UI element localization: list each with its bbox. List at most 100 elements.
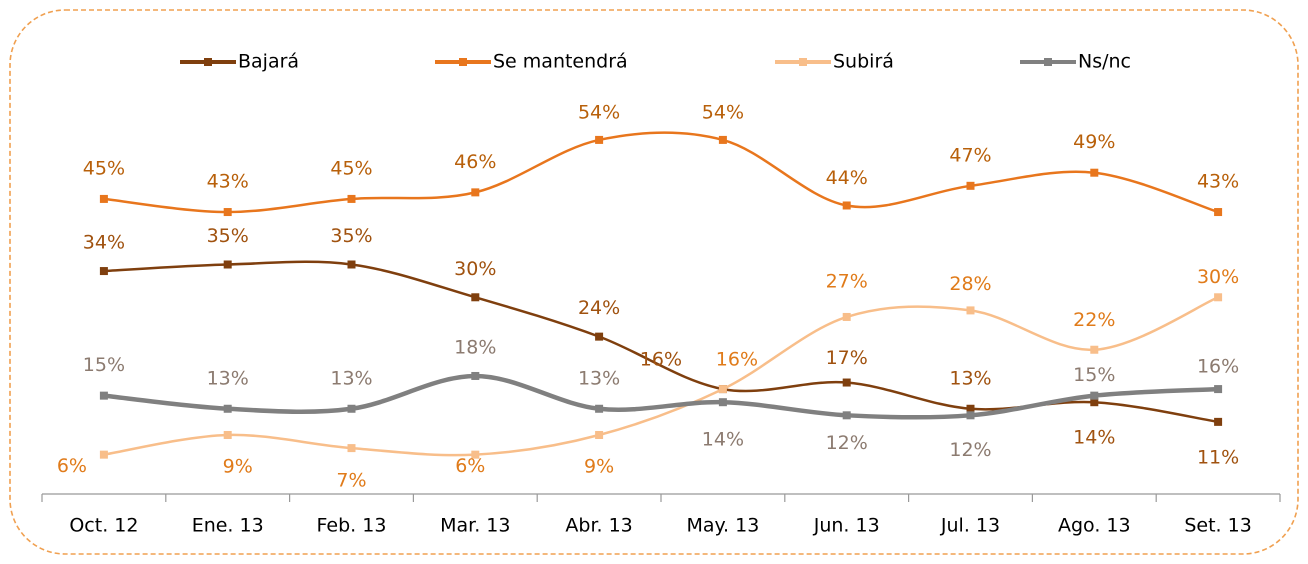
data-label: 35% (330, 225, 372, 247)
point-marker (718, 398, 727, 407)
point-marker (223, 260, 232, 269)
point-marker (471, 188, 480, 197)
legend-marker (799, 58, 807, 66)
point-marker (347, 260, 356, 269)
point-marker (966, 306, 975, 315)
data-label: 14% (702, 429, 744, 451)
data-label: 45% (330, 157, 372, 179)
legend-marker (204, 58, 212, 66)
data-label: 43% (207, 171, 249, 193)
data-label: 30% (454, 258, 496, 280)
data-label: 13% (578, 367, 620, 389)
data-label: 14% (1073, 427, 1115, 449)
point-marker (1090, 391, 1099, 400)
data-label: 9% (584, 455, 614, 477)
data-label: 44% (826, 167, 868, 189)
point-marker (223, 430, 232, 439)
data-label: 22% (1073, 309, 1115, 331)
point-marker (966, 411, 975, 420)
point-marker (1214, 417, 1223, 426)
data-label: 16% (1197, 356, 1239, 378)
legend-label: Se mantendrá (493, 51, 628, 73)
x-tick-label: Set. 13 (1184, 515, 1251, 537)
legend-marker (1044, 58, 1052, 66)
data-label: 6% (57, 455, 87, 477)
point-marker (842, 378, 851, 387)
point-marker (842, 411, 851, 420)
point-marker (595, 332, 604, 341)
point-marker (1214, 293, 1223, 302)
legend-label: Bajará (238, 51, 299, 73)
data-label: 6% (455, 455, 485, 477)
data-label: 54% (702, 101, 744, 123)
point-marker (595, 404, 604, 413)
data-label: 35% (207, 225, 249, 247)
x-tick-label: Ene. 13 (192, 515, 264, 537)
data-label: 30% (1197, 266, 1239, 288)
data-label: 49% (1073, 131, 1115, 153)
point-marker (842, 201, 851, 210)
legend-marker (459, 58, 467, 66)
point-marker (595, 430, 604, 439)
x-tick-label: Jul. 13 (940, 515, 1000, 537)
data-label: 24% (578, 297, 620, 319)
series-line (103, 296, 1219, 457)
point-marker (966, 181, 975, 190)
x-tick-label: May. 13 (686, 515, 759, 537)
data-label: 27% (826, 270, 868, 292)
point-marker (718, 385, 727, 394)
x-tick-label: Mar. 13 (440, 515, 510, 537)
point-marker (966, 404, 975, 413)
point-marker (99, 450, 108, 459)
point-marker (223, 404, 232, 413)
data-label: 45% (83, 157, 125, 179)
point-marker (842, 312, 851, 321)
data-label: 12% (826, 432, 868, 454)
legend-label: Subirá (833, 51, 894, 73)
data-label: 13% (207, 367, 249, 389)
data-label: 18% (454, 336, 496, 358)
point-marker (1090, 168, 1099, 177)
data-label: 13% (949, 367, 991, 389)
x-tick-label: Feb. 13 (317, 515, 387, 537)
data-label: 54% (578, 101, 620, 123)
point-marker (1214, 385, 1223, 394)
point-marker (99, 391, 108, 400)
x-tick-label: Jun. 13 (813, 515, 880, 537)
x-tick-label: Oct. 12 (69, 515, 138, 537)
point-marker (347, 404, 356, 413)
data-label: 17% (826, 347, 868, 369)
point-marker (347, 194, 356, 203)
point-marker (471, 293, 480, 302)
point-marker (1090, 398, 1099, 407)
data-label: 43% (1197, 171, 1239, 193)
data-label: 34% (83, 232, 125, 254)
point-marker (471, 371, 480, 380)
data-label: 16% (716, 349, 758, 371)
x-tick-label: Abr. 13 (565, 515, 632, 537)
data-label: 9% (223, 455, 253, 477)
data-label: 7% (336, 470, 366, 492)
data-label: 15% (83, 354, 125, 376)
point-marker (1090, 345, 1099, 354)
data-label: 15% (1073, 364, 1115, 386)
legend-label: Ns/nc (1078, 51, 1131, 73)
data-label: 13% (330, 367, 372, 389)
data-label: 11% (1197, 446, 1239, 468)
point-marker (99, 194, 108, 203)
series-line (103, 131, 1219, 214)
data-label: 28% (949, 273, 991, 295)
point-marker (471, 450, 480, 459)
x-tick-label: Ago. 13 (1058, 515, 1131, 537)
point-marker (99, 267, 108, 276)
data-label: 47% (949, 144, 991, 166)
point-marker (718, 135, 727, 144)
point-marker (347, 444, 356, 453)
point-marker (595, 135, 604, 144)
data-label: 12% (949, 439, 991, 461)
series-line (103, 373, 1219, 420)
point-marker (223, 208, 232, 217)
frame (9, 9, 1299, 555)
data-label: 16% (640, 349, 682, 371)
